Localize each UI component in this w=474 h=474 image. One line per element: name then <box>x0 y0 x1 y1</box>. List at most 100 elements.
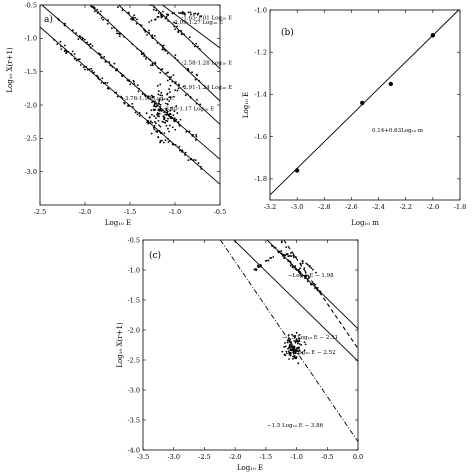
panel-a-point <box>174 128 177 131</box>
panel-c-line-label-1: −Log₁₀ E − 1.98 <box>288 273 334 279</box>
panel-a-point <box>106 22 109 25</box>
panel-a-point <box>172 74 175 77</box>
panel-a-point <box>99 10 102 13</box>
panel-a-point <box>184 13 186 16</box>
panel-a-point <box>168 96 171 99</box>
panel-a-point <box>175 22 177 25</box>
panel-a-point <box>199 103 202 106</box>
panel-a-point <box>90 67 93 70</box>
panel-a-point <box>154 120 156 123</box>
panel-c-point <box>316 287 319 289</box>
panel-a-point <box>141 93 144 95</box>
panel-a-point <box>156 16 159 18</box>
panel-a-point <box>166 98 169 101</box>
panel-c-point <box>304 271 307 274</box>
panel-a-point <box>166 79 169 82</box>
panel-a-point <box>53 38 55 41</box>
panel-c-xtick-label: -2.0 <box>229 453 242 461</box>
panel-a-point <box>159 103 162 106</box>
panel-c-point <box>303 349 306 352</box>
panel-a-point <box>191 42 194 45</box>
panel-a-point <box>159 71 162 74</box>
panel-a-point <box>136 84 139 87</box>
panel-a-point <box>132 17 135 20</box>
panel-b-point <box>360 100 365 106</box>
panel-a-point <box>164 17 167 20</box>
panel-a-point <box>177 87 180 90</box>
panel-c-point <box>291 346 294 349</box>
panel-a-point <box>198 48 201 50</box>
panel-b-ytick-label: -1.8 <box>254 175 267 183</box>
panel-a-point <box>182 85 185 88</box>
panel-a-point <box>152 126 155 129</box>
panel-a-point <box>171 12 174 15</box>
panel-c-point <box>300 343 303 346</box>
panel-a: -2.5 -2.0 -1.5 -1.0 -0.5 -0.5 -1.0 -1.5 -2.0 -2.5… <box>6 1 232 227</box>
panel-a-point <box>97 77 100 80</box>
panel-b-ytick-label: -1.4 <box>254 91 267 99</box>
panel-a-point <box>157 109 160 112</box>
panel-a-point <box>157 102 160 105</box>
panel-a-point <box>168 100 171 103</box>
panel-c-point <box>288 255 291 257</box>
panel-a-point <box>167 117 169 120</box>
panel-a-point <box>65 52 68 55</box>
panel-a-line-label-5: -3.40-1.17 Log₁₀ E <box>164 107 215 113</box>
panel-a-point <box>97 52 100 55</box>
panel-c-point <box>305 262 308 265</box>
panel-c-point <box>283 346 286 348</box>
panel-a-point <box>194 139 197 141</box>
panel-a-point <box>161 48 164 51</box>
panel-a-fit-line-4 <box>89 4 221 125</box>
panel-a-point <box>200 15 202 18</box>
panel-c-ylabel: Log₁₀ X(r+1) <box>116 322 124 368</box>
panel-a-point <box>166 52 169 55</box>
panel-a-point <box>178 123 181 126</box>
panel-a-point <box>123 101 125 104</box>
panel-a-ytick-label: -0.5 <box>24 1 37 9</box>
panel-a-point <box>131 102 134 105</box>
panel-a-point <box>85 41 88 44</box>
panel-c-point <box>298 349 301 352</box>
panel-a-fit-line-1 <box>162 4 221 49</box>
panel-a-point <box>116 68 118 70</box>
panel-c-point <box>257 266 260 269</box>
panel-a-point <box>159 94 162 97</box>
panel-c-point <box>298 337 301 340</box>
panel-a-point <box>59 40 62 43</box>
panel-c-xtick-label: -1.0 <box>290 453 303 461</box>
panel-a-point <box>156 112 159 114</box>
panel-a-point <box>178 124 181 127</box>
panel-b-label: (b) <box>281 27 294 38</box>
panel-a-point <box>122 74 125 77</box>
panel-a-point <box>147 119 150 122</box>
panel-a-point <box>115 91 118 94</box>
panel-c-point <box>315 271 317 274</box>
panel-a-point <box>153 6 156 9</box>
panel-a-point <box>173 110 176 113</box>
panel-a-point <box>151 113 153 116</box>
panel-a-point <box>64 44 66 47</box>
panel-b-xtick-label: -3.2 <box>264 203 277 211</box>
panel-a-point <box>116 95 119 98</box>
panel-a-point <box>174 81 177 83</box>
panel-a-point <box>170 117 173 120</box>
panel-a-point <box>180 29 183 32</box>
panel-a-point <box>178 12 180 14</box>
panel-a-point <box>91 5 94 8</box>
panel-a-point <box>151 64 154 67</box>
panel-c-xtick-label: -2.5 <box>198 453 211 461</box>
panel-a-point <box>170 76 173 79</box>
panel-a-point <box>159 107 162 110</box>
panel-a-point <box>162 46 165 49</box>
panel-a-point <box>128 80 130 82</box>
panel-a-point <box>167 127 169 130</box>
panel-c-point <box>270 257 273 259</box>
panel-c-point <box>297 270 300 273</box>
panel-a-point <box>175 118 178 121</box>
panel-a-xtick-label: -2.0 <box>79 208 92 216</box>
panel-a-point <box>145 56 148 59</box>
panel-a-point <box>100 81 103 84</box>
panel-a-point <box>166 120 169 123</box>
panel-a-point <box>177 30 180 33</box>
